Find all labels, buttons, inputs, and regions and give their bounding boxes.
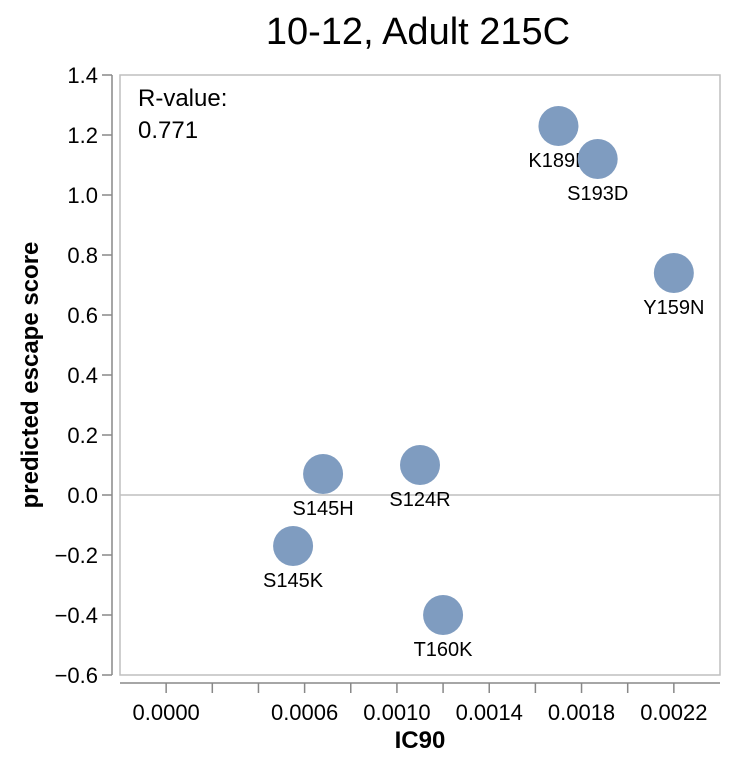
y-tick-label: 0.4: [67, 363, 98, 388]
data-point: [303, 454, 344, 494]
y-axis: 1.4 1.2 1.0 0.8 0.6 0.4 0.2 0.0 −0.2 −0.4 −0.6: [55, 63, 113, 688]
y-tick-label: 0.6: [67, 303, 98, 328]
y-tick-label: 0.0: [67, 483, 98, 508]
point-label: K189E: [528, 150, 588, 172]
y-tick-label: −0.2: [55, 543, 98, 568]
plot-frame: [119, 74, 721, 676]
x-tick-label: 0.0000: [133, 700, 200, 725]
x-tick-label: 0.0010: [363, 700, 430, 725]
r-value-label: R-value:: [138, 85, 227, 112]
point-label: T160K: [414, 639, 474, 661]
y-tick-label: 1.4: [67, 63, 98, 88]
y-tick-label: 0.8: [67, 243, 98, 268]
data-point: [577, 139, 618, 179]
y-tick-label: 1.2: [67, 123, 98, 148]
point-label: S124R: [389, 489, 450, 511]
data-point: [653, 253, 694, 293]
data-points: K189E S193D Y159N S124R S145H S145K T160K: [263, 106, 704, 661]
data-point: [400, 445, 440, 485]
data-point: [423, 595, 464, 635]
point-label: Y159N: [643, 297, 704, 319]
y-tick-label: −0.4: [55, 603, 98, 628]
y-tick-label: 0.2: [67, 423, 98, 448]
chart-title: 10-12, Adult 215C: [266, 11, 570, 53]
x-tick-label: 0.0022: [640, 700, 707, 725]
y-tick-label: −0.6: [55, 663, 98, 688]
x-tick-label: 0.0006: [271, 700, 338, 725]
x-tick-label: 0.0014: [456, 700, 523, 725]
point-label: S145H: [292, 498, 353, 520]
r-value-number: 0.771: [138, 117, 198, 144]
x-axis-title: IC90: [395, 727, 446, 754]
y-tick-label: 1.0: [67, 183, 98, 208]
data-point: [538, 106, 579, 146]
x-axis: 0.0000 0.0006 0.0010 0.0014 0.0018 0.0022: [120, 682, 720, 725]
point-label: S193D: [567, 183, 628, 205]
data-point: [273, 526, 314, 566]
x-tick-label: 0.0018: [548, 700, 615, 725]
y-axis-title: predicted escape score: [17, 242, 44, 509]
point-label: S145K: [263, 570, 324, 592]
